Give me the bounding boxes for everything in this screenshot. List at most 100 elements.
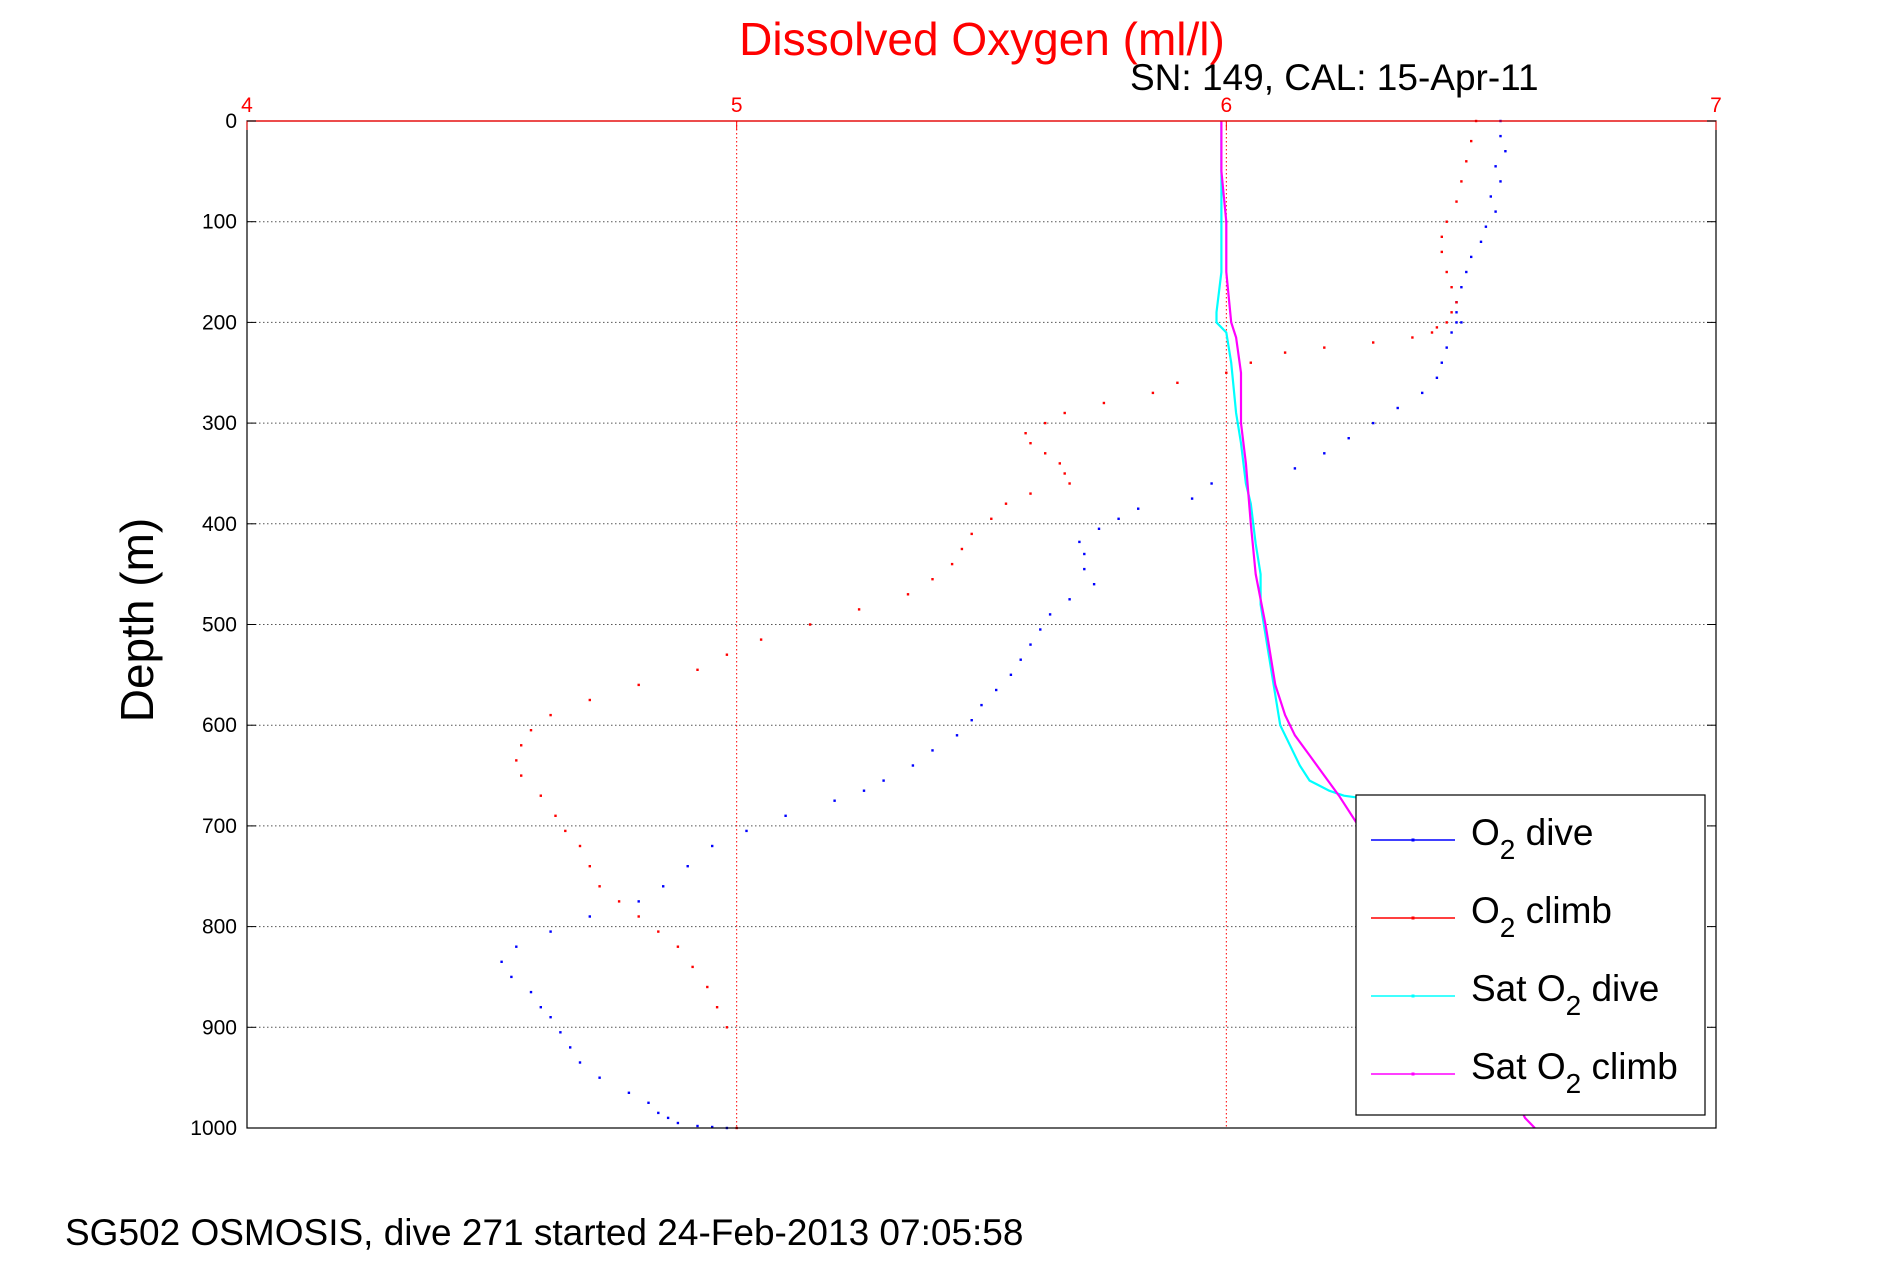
x-tick-label: 4	[241, 94, 253, 117]
y-axis-label: Depth (m)	[111, 518, 163, 722]
data-point	[980, 703, 983, 707]
legend-marker	[1411, 838, 1415, 842]
data-point	[691, 965, 694, 969]
data-point	[725, 653, 729, 656]
data-point	[1044, 452, 1047, 455]
data-point	[515, 945, 518, 948]
data-point	[529, 729, 533, 732]
data-point	[1078, 540, 1081, 544]
data-point	[1455, 200, 1458, 203]
data-point	[647, 1101, 650, 1104]
data-point	[1445, 220, 1448, 223]
data-point	[1068, 598, 1071, 601]
data-point	[759, 638, 763, 641]
data-point	[906, 593, 910, 596]
data-point	[1323, 346, 1326, 349]
data-point	[1430, 331, 1434, 334]
data-point	[1190, 497, 1194, 500]
data-point	[549, 1016, 552, 1019]
data-point	[549, 930, 552, 933]
data-point	[1460, 286, 1463, 289]
data-point	[1249, 361, 1252, 364]
data-point	[588, 698, 591, 702]
y-tick-label: 600	[202, 714, 237, 737]
data-point	[598, 885, 601, 888]
data-point	[1455, 321, 1458, 324]
data-point	[1435, 376, 1439, 379]
data-point	[657, 1111, 660, 1115]
y-tick-label: 100	[202, 211, 237, 234]
data-point	[1137, 507, 1140, 510]
data-point	[1210, 482, 1213, 485]
data-point	[1445, 346, 1448, 349]
data-point	[1494, 210, 1497, 213]
data-point	[1445, 270, 1448, 274]
data-point	[676, 945, 680, 948]
chart-title: Dissolved Oxygen (ml/l)	[739, 13, 1225, 65]
data-point	[662, 885, 665, 888]
data-point	[857, 608, 861, 611]
data-point	[1499, 134, 1502, 138]
data-point	[1097, 527, 1101, 530]
series-sat-dive	[1215, 121, 1374, 802]
data-point	[1117, 517, 1120, 520]
data-point	[1470, 139, 1473, 143]
data-point	[676, 1121, 680, 1125]
data-point	[1323, 452, 1326, 455]
data-point	[510, 975, 513, 979]
data-point	[784, 814, 787, 817]
data-point	[1440, 250, 1443, 254]
data-point	[990, 517, 993, 520]
data-point	[1151, 391, 1155, 395]
footer-caption: SG502 OSMOSIS, dive 271 started 24-Feb-2…	[65, 1212, 1023, 1253]
data-point	[1225, 371, 1228, 374]
data-point	[711, 1125, 714, 1129]
data-point	[1489, 195, 1492, 198]
y-tick-label: 0	[225, 110, 237, 133]
data-point	[911, 764, 915, 767]
data-point	[955, 734, 959, 737]
data-point	[1372, 341, 1375, 344]
data-point	[1435, 326, 1439, 329]
data-point	[637, 915, 640, 918]
data-point	[970, 719, 973, 722]
legend-label: Sat O2 climb	[1471, 1046, 1678, 1099]
legend-label: O2 dive	[1471, 812, 1594, 865]
data-point	[1494, 165, 1497, 168]
data-point	[578, 844, 582, 848]
data-point	[1024, 432, 1027, 435]
data-point	[1450, 331, 1453, 334]
data-point	[1484, 225, 1488, 228]
y-tick-label: 800	[202, 916, 237, 939]
data-point	[1499, 180, 1502, 183]
data-point	[808, 623, 812, 626]
series-line	[1215, 121, 1374, 802]
x-ticks: 4 5 6 7	[241, 94, 1722, 130]
data-point	[833, 799, 836, 802]
data-point	[1450, 311, 1453, 314]
x-tick-label: 5	[731, 94, 743, 117]
legend: O2 dive O2 climb Sat O2 dive Sat O2 climb	[1355, 794, 1706, 1116]
data-point	[1465, 160, 1468, 163]
data-point	[515, 759, 518, 762]
data-point	[1440, 361, 1443, 364]
data-point	[1009, 673, 1013, 676]
legend-box	[1355, 794, 1706, 1116]
data-point	[1044, 421, 1047, 425]
data-point	[960, 547, 964, 551]
data-point	[1440, 235, 1443, 238]
data-point	[1068, 482, 1071, 485]
x-tick-label: 7	[1710, 94, 1722, 117]
legend-label: Sat O2 dive	[1471, 968, 1659, 1021]
data-point	[931, 578, 934, 581]
data-point	[637, 900, 640, 903]
data-point	[569, 1046, 572, 1049]
data-point	[715, 1006, 719, 1009]
data-point	[1450, 286, 1453, 289]
data-point	[539, 1006, 542, 1009]
data-point	[1504, 150, 1507, 153]
data-point	[1063, 411, 1066, 415]
data-point	[1083, 552, 1086, 556]
y-tick-label: 500	[202, 614, 237, 637]
